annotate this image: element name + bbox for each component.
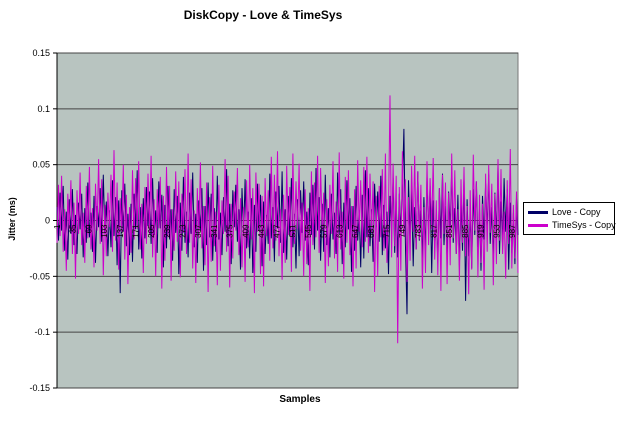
x-tick-label: 375 xyxy=(226,224,235,238)
x-tick-label: 647 xyxy=(351,224,360,238)
x-tick-label: 987 xyxy=(508,224,517,238)
x-tick-label: 477 xyxy=(273,224,282,238)
legend-label: Love - Copy xyxy=(552,207,601,217)
x-tick-label: 817 xyxy=(430,224,439,238)
y-tick-label: 0.15 xyxy=(32,48,50,58)
y-tick-label: 0 xyxy=(45,216,50,226)
x-tick-label: 783 xyxy=(414,224,423,238)
legend-label: TimeSys - Copy xyxy=(552,220,616,230)
legend-line-swatch xyxy=(528,223,548,227)
legend: Love - Copy TimeSys - Copy xyxy=(523,202,616,235)
x-tick-label: 171 xyxy=(131,224,140,238)
x-tick-label: 715 xyxy=(382,224,391,238)
y-tick-label: -0.1 xyxy=(34,327,50,337)
legend-line-swatch xyxy=(528,210,548,214)
x-tick-label: 885 xyxy=(461,224,470,238)
x-tick-label: 749 xyxy=(398,224,407,238)
x-tick-label: 953 xyxy=(492,224,501,238)
legend-item-love: Love - Copy xyxy=(528,207,610,217)
legend-item-timesys: TimeSys - Copy xyxy=(528,220,616,230)
x-axis-title: Samples xyxy=(279,394,321,405)
x-tick-label: 69 xyxy=(84,224,93,233)
x-tick-label: 545 xyxy=(304,224,313,238)
x-tick-label: 579 xyxy=(320,224,329,238)
x-tick-label: 341 xyxy=(210,224,219,238)
chart-title: DiskCopy - Love & TimeSys xyxy=(183,8,343,22)
x-tick-label: 613 xyxy=(335,224,344,238)
y-tick-label: 0.1 xyxy=(37,104,50,114)
y-tick-label: -0.05 xyxy=(29,271,50,281)
x-tick-label: 239 xyxy=(163,224,172,238)
x-tick-label: 137 xyxy=(116,224,125,238)
x-tick-label: 103 xyxy=(100,224,109,238)
x-tick-label: 307 xyxy=(194,224,203,238)
series-line-love xyxy=(56,128,519,315)
x-tick-label: 1 xyxy=(53,224,62,229)
x-tick-label: 205 xyxy=(147,224,156,238)
series-line-timesys xyxy=(56,95,519,344)
x-tick-label: 35 xyxy=(69,224,78,233)
x-tick-label: 919 xyxy=(477,224,486,238)
x-tick-label: 443 xyxy=(257,224,266,238)
x-tick-label: 681 xyxy=(367,224,376,238)
x-tick-label: 851 xyxy=(445,224,454,238)
x-tick-label: 273 xyxy=(179,224,188,238)
x-tick-label: 409 xyxy=(241,224,250,238)
y-tick-label: 0.05 xyxy=(32,160,50,170)
y-tick-label: -0.15 xyxy=(29,383,50,393)
x-tick-label: 511 xyxy=(288,224,297,237)
